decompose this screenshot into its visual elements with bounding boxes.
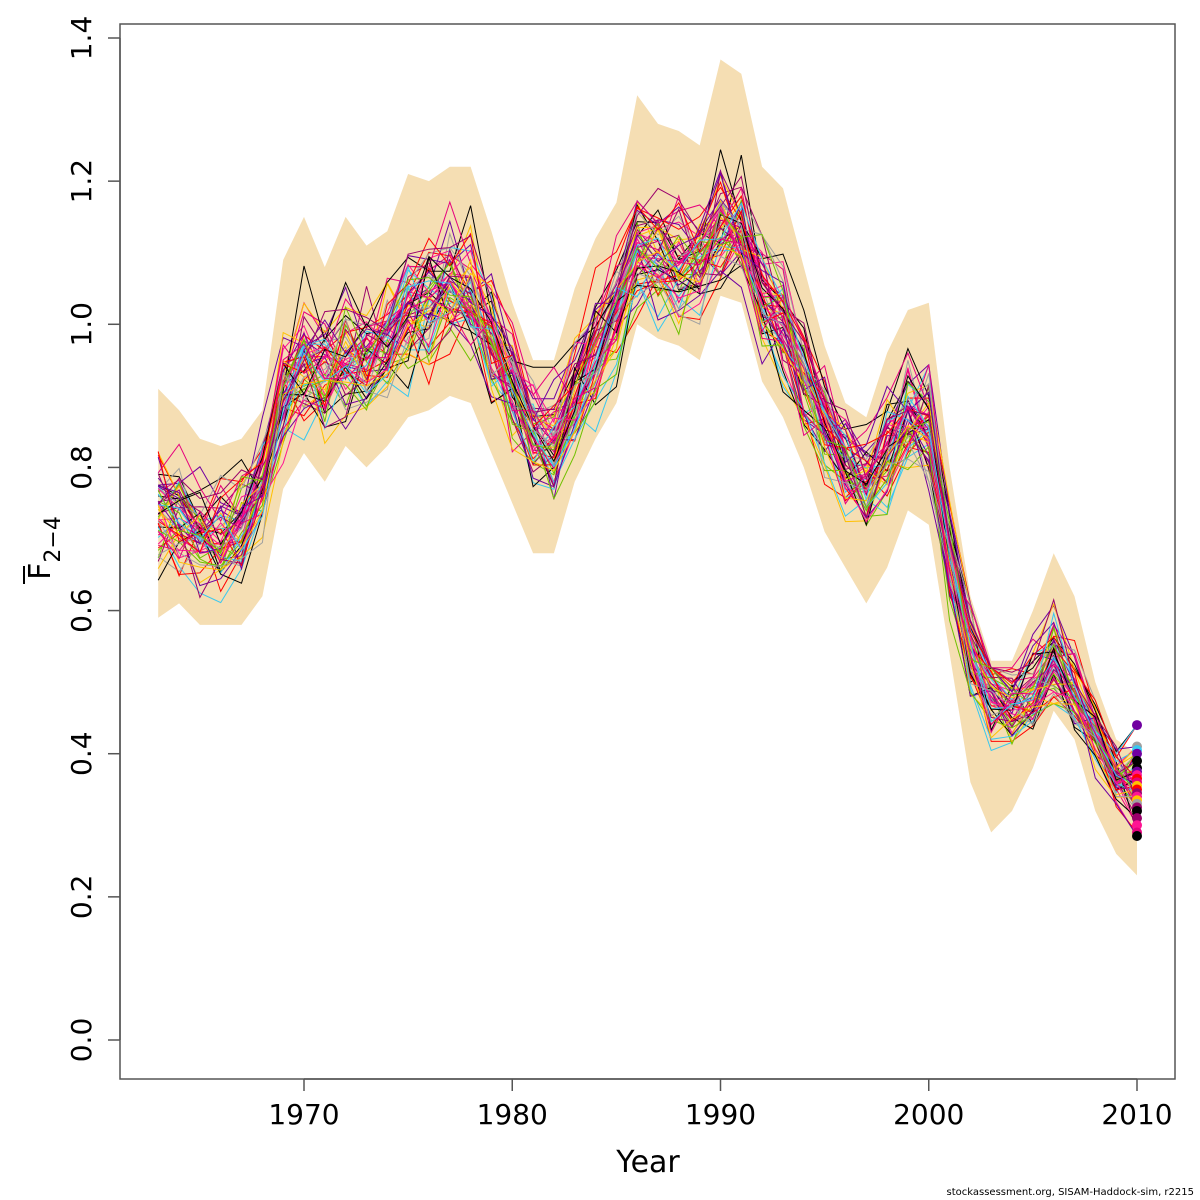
endpoint-marker: [1132, 805, 1142, 816]
confidence-band: [158, 59, 1137, 876]
replicate-line: [157, 204, 1138, 826]
replicate-line: [157, 204, 1138, 785]
replicate-line: [157, 211, 1138, 794]
replicate-line: [158, 171, 1138, 783]
y-tick-label: 1.4: [65, 16, 98, 61]
replicate-line: [157, 246, 1138, 794]
replicate-line: [157, 201, 1138, 790]
x-tick-label: 2010: [1101, 1098, 1172, 1131]
replicate-line: [157, 207, 1138, 775]
replicate-line: [157, 246, 1138, 776]
y-tick-label: 1.2: [65, 159, 98, 204]
svg-text:F2−4: F2−4: [23, 516, 66, 580]
endpoint-marker: [1132, 748, 1142, 759]
y-axis: 0.0 0.2 0.4 0.6 0.8 1.0 1.2 1.4: [65, 16, 121, 1063]
y-tick-label: 0.6: [65, 588, 98, 633]
x-tick-label: 1990: [685, 1098, 756, 1131]
y-tick-label: 0.8: [65, 445, 98, 490]
endpoint-marker: [1132, 831, 1142, 842]
endpoint-markers: [1132, 720, 1142, 842]
x-tick-label: 1970: [268, 1098, 339, 1131]
endpoint-marker: [1132, 720, 1142, 731]
replicate-lines: [157, 149, 1138, 837]
y-tick-label: 0.4: [65, 731, 98, 776]
y-axis-title-main: F: [23, 563, 58, 580]
replicate-line: [157, 174, 1138, 768]
replicate-line: [157, 217, 1138, 776]
replicate-line: [157, 244, 1138, 837]
band-polygon: [158, 59, 1137, 876]
y-axis-title: F2−4: [23, 516, 66, 584]
replicate-line: [157, 214, 1138, 781]
replicate-line: [157, 202, 1138, 787]
x-axis-title: Year: [615, 1145, 680, 1180]
endpoint-marker: [1132, 820, 1142, 831]
replicate-line: [157, 194, 1138, 780]
replicate-line: [157, 209, 1138, 833]
replicate-line: [157, 238, 1138, 805]
footer-credit: stockassessment.org, SISAM-Haddock-sim, …: [946, 1187, 1195, 1198]
x-tick-label: 1980: [477, 1098, 548, 1131]
x-tick-label: 2000: [893, 1098, 964, 1131]
replicate-line: [157, 206, 1138, 794]
replicate-line: [157, 186, 1138, 812]
replicate-line: [157, 244, 1138, 796]
endpoint-marker: [1132, 813, 1142, 824]
y-tick-label: 0.2: [65, 875, 98, 920]
replicate-line: [157, 175, 1138, 801]
y-axis-title-sub: 2−4: [41, 516, 66, 562]
y-tick-label: 1.0: [65, 302, 98, 347]
endpoint-marker: [1132, 755, 1142, 766]
replicate-line: [157, 197, 1138, 812]
replicate-line: [158, 169, 1138, 786]
x-axis: 1970 1980 1990 2000 2010: [268, 1078, 1173, 1131]
y-tick-label: 0.0: [65, 1018, 98, 1063]
replicate-line: [157, 201, 1138, 798]
